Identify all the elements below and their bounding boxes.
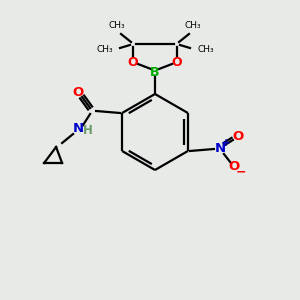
Text: N: N (214, 142, 226, 155)
Text: O: O (172, 56, 182, 68)
Text: −: − (236, 166, 246, 178)
Text: CH₃: CH₃ (109, 21, 125, 30)
Text: O: O (128, 56, 138, 68)
Text: N: N (73, 122, 84, 136)
Text: CH₃: CH₃ (197, 44, 214, 53)
Text: CH₃: CH₃ (185, 21, 201, 30)
Text: CH₃: CH₃ (96, 44, 113, 53)
Text: O: O (232, 130, 244, 143)
Text: +: + (222, 138, 230, 148)
Text: O: O (228, 160, 239, 173)
Text: O: O (73, 86, 84, 100)
Text: B: B (150, 65, 160, 79)
Text: H: H (83, 124, 93, 137)
